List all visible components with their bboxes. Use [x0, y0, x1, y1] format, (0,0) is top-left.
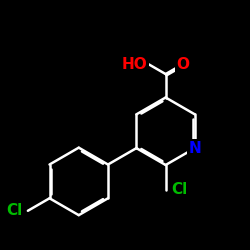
Text: N: N: [188, 140, 201, 156]
Text: O: O: [176, 57, 189, 72]
Text: Cl: Cl: [6, 203, 22, 218]
Text: HO: HO: [122, 57, 147, 72]
Text: Cl: Cl: [171, 182, 188, 198]
